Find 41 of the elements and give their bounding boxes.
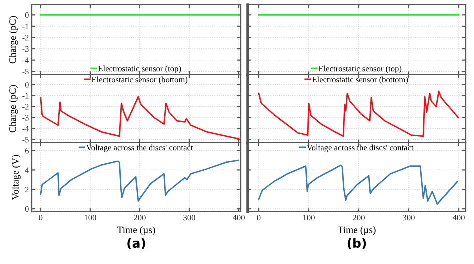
y-tick-label: -2 bbox=[22, 104, 29, 110]
x-tick-label: 200 bbox=[134, 215, 146, 221]
text: (a) bbox=[128, 238, 146, 250]
y-tick-label: 2 bbox=[25, 187, 29, 193]
legend-label: Voltage across the discs' contact bbox=[86, 144, 194, 152]
x-tick-label: 0 bbox=[257, 215, 261, 221]
x-tick-label: 200 bbox=[353, 215, 365, 221]
y-axis-title: Charge (pC) bbox=[9, 16, 18, 64]
x-tick-label: 400 bbox=[452, 215, 465, 221]
text: (b) bbox=[348, 238, 366, 250]
x-tick-label: 400 bbox=[232, 215, 245, 221]
legend-label: Electrostatic sensor (top) bbox=[98, 66, 182, 74]
y-tick-label: -1 bbox=[22, 93, 29, 99]
y-tick-label: 0 bbox=[25, 206, 29, 212]
y-tick-label: -4 bbox=[22, 58, 30, 64]
line-series bbox=[40, 96, 240, 140]
y-axis-title: Voltage (V) bbox=[12, 155, 21, 200]
y-tick-label: -2 bbox=[22, 35, 29, 41]
x-tick-label: 0 bbox=[39, 215, 43, 221]
y-tick-label: 4 bbox=[25, 168, 30, 174]
y-tick-label: -4 bbox=[22, 126, 30, 132]
x-tick-label: 300 bbox=[403, 215, 415, 221]
y-axis-title: Charge (pC) bbox=[9, 85, 18, 133]
y-tick-label: 0 bbox=[25, 82, 29, 88]
legend-label: Electrostatic sensor (bottom) bbox=[92, 76, 188, 84]
x-tick-label: 300 bbox=[184, 215, 196, 221]
y-tick-label: 0 bbox=[25, 12, 29, 18]
legend-label: Voltage across the discs' contact bbox=[306, 144, 414, 152]
y-tick-label: -5 bbox=[22, 137, 29, 143]
y-tick-label: -3 bbox=[22, 46, 29, 52]
x-tick-label: 100 bbox=[84, 215, 96, 221]
y-tick-label: 6 bbox=[25, 148, 29, 154]
x-axis-title: Time (µs) bbox=[117, 226, 156, 236]
legend-label: Electrostatic sensor (top) bbox=[318, 66, 402, 74]
y-tick-label: -1 bbox=[22, 24, 29, 30]
x-axis-title: Time (µs) bbox=[338, 226, 376, 236]
legend-label: Electrostatic sensor (bottom) bbox=[312, 76, 408, 84]
x-tick-label: 100 bbox=[303, 215, 315, 221]
y-tick-label: -3 bbox=[22, 115, 29, 121]
y-tick-label: -5 bbox=[22, 69, 29, 75]
line-series bbox=[40, 160, 240, 202]
